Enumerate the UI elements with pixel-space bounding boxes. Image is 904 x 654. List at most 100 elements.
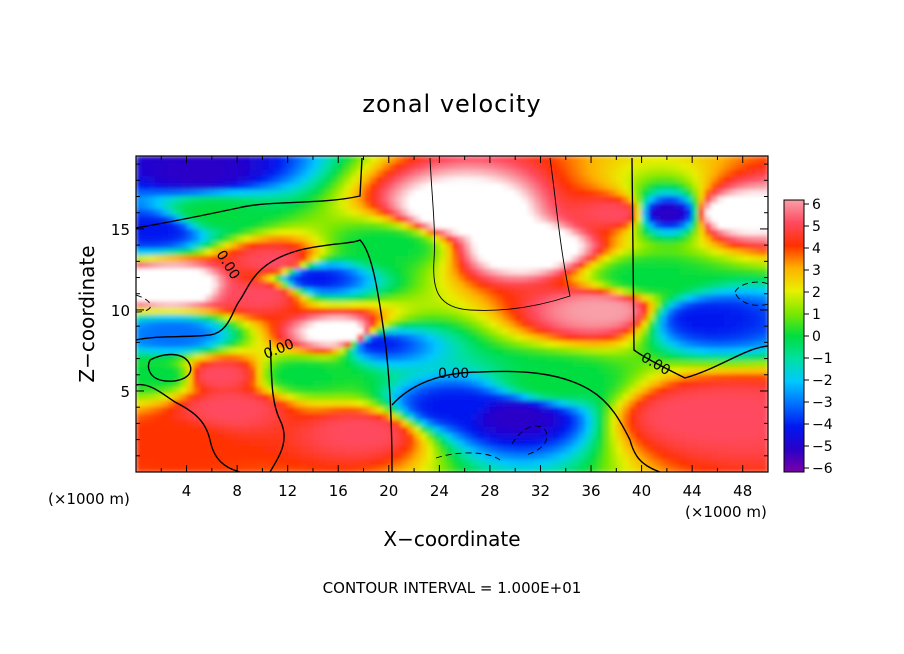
- heatmap-cell: [489, 346, 497, 355]
- x-tick-label: 28: [480, 482, 499, 500]
- heatmap-cell: [439, 419, 447, 427]
- heatmap-cell: [597, 419, 605, 427]
- heatmap-cell: [483, 333, 491, 341]
- heatmap-cell: [698, 162, 706, 170]
- heatmap-cell: [610, 419, 617, 427]
- heatmap-cell: [275, 445, 282, 453]
- heatmap-cell: [622, 465, 630, 472]
- heatmap-cell: [243, 327, 251, 335]
- heatmap-cell: [148, 281, 156, 289]
- heatmap-cell: [420, 300, 428, 309]
- heatmap-cell: [591, 281, 598, 289]
- heatmap-cell: [401, 169, 409, 177]
- heatmap-cell: [161, 208, 169, 216]
- heatmap-cell: [711, 188, 719, 197]
- heatmap-cell: [161, 360, 169, 368]
- heatmap-cell: [414, 175, 421, 183]
- heatmap-cell: [610, 162, 617, 170]
- heatmap-cell: [597, 182, 605, 190]
- heatmap-cell: [306, 320, 314, 328]
- heatmap-cell: [534, 314, 542, 322]
- heatmap-cell: [319, 307, 327, 315]
- heatmap-cell: [673, 465, 681, 472]
- heatmap-cell: [578, 373, 586, 381]
- heatmap-cell: [477, 386, 485, 394]
- heatmap-cell: [673, 188, 681, 197]
- heatmap-cell: [268, 267, 276, 276]
- heatmap-cell: [755, 320, 763, 328]
- heatmap-cell: [521, 182, 529, 190]
- heatmap-cell: [287, 458, 295, 467]
- heatmap-cell: [407, 393, 415, 401]
- heatmap-cell: [173, 307, 181, 315]
- heatmap-cell: [622, 439, 630, 447]
- heatmap-cell: [433, 425, 440, 434]
- heatmap-cell: [224, 327, 232, 335]
- heatmap-cell: [755, 379, 763, 388]
- heatmap-cell: [154, 254, 162, 262]
- heatmap-cell: [742, 320, 750, 328]
- heatmap-cell: [281, 248, 289, 256]
- heatmap-cell: [306, 340, 314, 348]
- heatmap-cell: [350, 215, 358, 223]
- heatmap-cell: [262, 182, 270, 190]
- heatmap-cell: [502, 169, 510, 177]
- heatmap-cell: [685, 353, 693, 361]
- heatmap-cell: [673, 333, 681, 341]
- heatmap-cell: [230, 221, 238, 230]
- heatmap-cell: [363, 333, 371, 341]
- heatmap-cell: [388, 294, 396, 302]
- heatmap-cell: [717, 366, 725, 374]
- heatmap-cell: [338, 202, 346, 210]
- heatmap-cell: [723, 162, 731, 170]
- heatmap-cell: [622, 287, 630, 295]
- heatmap-cell: [325, 254, 333, 262]
- heatmap-cell: [458, 393, 466, 401]
- heatmap-cell: [458, 162, 466, 170]
- heatmap-cell: [464, 294, 472, 302]
- heatmap-cell: [489, 208, 497, 216]
- heatmap-cell: [180, 287, 188, 295]
- heatmap-cell: [142, 432, 150, 440]
- heatmap-cell: [148, 419, 156, 427]
- heatmap-cell: [281, 439, 289, 447]
- heatmap-cell: [363, 320, 371, 328]
- heatmap-cell: [262, 281, 270, 289]
- heatmap-cell: [401, 360, 409, 368]
- heatmap-cell: [647, 182, 655, 190]
- heatmap-cell: [641, 195, 649, 203]
- heatmap-cell: [211, 314, 219, 322]
- heatmap-cell: [414, 228, 421, 236]
- heatmap-cell: [464, 379, 472, 388]
- heatmap-cell: [742, 432, 750, 440]
- heatmap-cell: [704, 458, 712, 467]
- heatmap-cell: [496, 195, 504, 203]
- heatmap-cell: [268, 261, 276, 269]
- heatmap-cell: [515, 327, 523, 335]
- heatmap-cell: [420, 162, 428, 170]
- heatmap-cell: [628, 300, 636, 309]
- heatmap-cell: [679, 432, 687, 440]
- heatmap-cell: [749, 360, 756, 368]
- heatmap-cell: [647, 274, 655, 282]
- heatmap-cell: [622, 346, 630, 355]
- heatmap-cell: [647, 320, 655, 328]
- heatmap-cell: [294, 432, 301, 440]
- heatmap-cell: [692, 208, 700, 216]
- heatmap-cell: [268, 188, 276, 197]
- heatmap-cell: [692, 379, 700, 388]
- heatmap-cell: [154, 215, 162, 223]
- heatmap-cell: [363, 169, 371, 177]
- heatmap-cell: [628, 425, 636, 434]
- heatmap-cell: [584, 432, 592, 440]
- heatmap-cell: [470, 175, 478, 183]
- colorbar-tick-label: 4: [812, 241, 821, 257]
- heatmap-cell: [692, 439, 700, 447]
- heatmap-cell: [205, 188, 213, 197]
- heatmap-cell: [407, 221, 415, 230]
- heatmap-cell: [470, 340, 478, 348]
- heatmap-cell: [142, 458, 150, 467]
- heatmap-cell: [350, 452, 358, 460]
- heatmap-cell: [312, 202, 320, 210]
- heatmap-cell: [192, 215, 200, 223]
